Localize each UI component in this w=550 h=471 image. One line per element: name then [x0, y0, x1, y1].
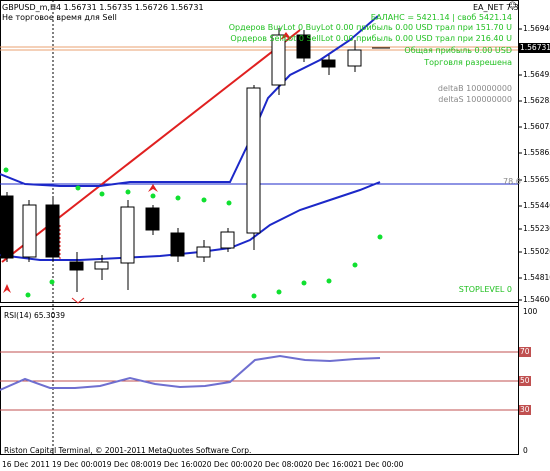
total-profit-line: Общая прибыль 0.00 USD	[404, 46, 512, 55]
price-label: 1.55865	[523, 148, 550, 157]
price-label: 1.55655	[523, 175, 550, 184]
rsi-level-tag: 30	[519, 405, 531, 415]
rsi-line	[0, 354, 381, 391]
copyright: Riston Capital Terminal, © 2001-2011 Met…	[4, 446, 252, 455]
time-label: 19 Dec 00:00	[52, 460, 103, 469]
rsi-level-tag: 70	[519, 347, 531, 357]
delta-s-line: deltaS 100000000	[438, 95, 512, 104]
time-label: 21 Dec 00:00	[353, 460, 404, 469]
rsi-axis-label: 100	[523, 307, 538, 316]
blue-upper-line	[0, 15, 379, 187]
sell-arrow-icon-3	[3, 284, 11, 293]
fibo-level-label: 78.6	[503, 177, 521, 186]
price-label: 1.55230	[523, 224, 550, 233]
sar-dots	[3, 167, 383, 299]
delta-b-line: deltaB 100000000	[437, 84, 512, 93]
time-label: 20 Dec 08:00	[253, 460, 304, 469]
balance-line: БАЛАНС = 5421.14 | своб 5421.14	[370, 13, 512, 22]
price-label: 1.55020	[523, 247, 550, 256]
smiley-icon[interactable]: ☺	[508, 1, 517, 10]
ea-label: EA_NET 7.3	[473, 3, 519, 12]
sell-arrow-icon-2	[280, 32, 292, 40]
time-label: 20 Dec 16:00	[303, 460, 354, 469]
rsi-label: RSI(14) 65.3039	[4, 311, 65, 320]
current-price-tag: 1.56731	[519, 43, 550, 53]
buy-arrow-icon	[71, 297, 85, 304]
sell-arrow-icon	[148, 184, 158, 192]
price-label: 1.54810	[523, 273, 550, 282]
trading-allowed-line: Торговля разрешена	[424, 58, 512, 67]
price-label: 1.56940	[523, 24, 550, 33]
time-label: 19 Dec 16:00	[152, 460, 203, 469]
rsi-axis-label: 0	[523, 446, 528, 455]
price-label: 1.55440	[523, 201, 550, 210]
candles	[0, 28, 390, 292]
rsi-level-tag: 50	[519, 376, 531, 386]
warning-line: Не торговое время для Sell	[2, 13, 117, 22]
symbol-line: GBPUSD_m,H4 1.56731 1.56735 1.56726 1.56…	[2, 3, 204, 12]
sell-orders-line: Ордеров SellLot 0 SellLot 0.00 прибыль 0…	[230, 34, 512, 43]
stoplevel-line: STOPLEVEL 0	[458, 285, 512, 294]
time-label: 16 Dec 2011	[2, 460, 50, 469]
price-label: 1.54600	[523, 295, 550, 304]
price-label: 1.56075	[523, 122, 550, 131]
price-label: 1.56495	[523, 70, 550, 79]
buy-orders-line: Ордеров BuyLot 0 BuyLot 0.00 прибыль 0.0…	[228, 23, 512, 32]
price-axis-ticks	[518, 28, 522, 301]
price-label: 1.56285	[523, 96, 550, 105]
time-label: 19 Dec 08:00	[102, 460, 153, 469]
time-label: 20 Dec 00:00	[202, 460, 253, 469]
